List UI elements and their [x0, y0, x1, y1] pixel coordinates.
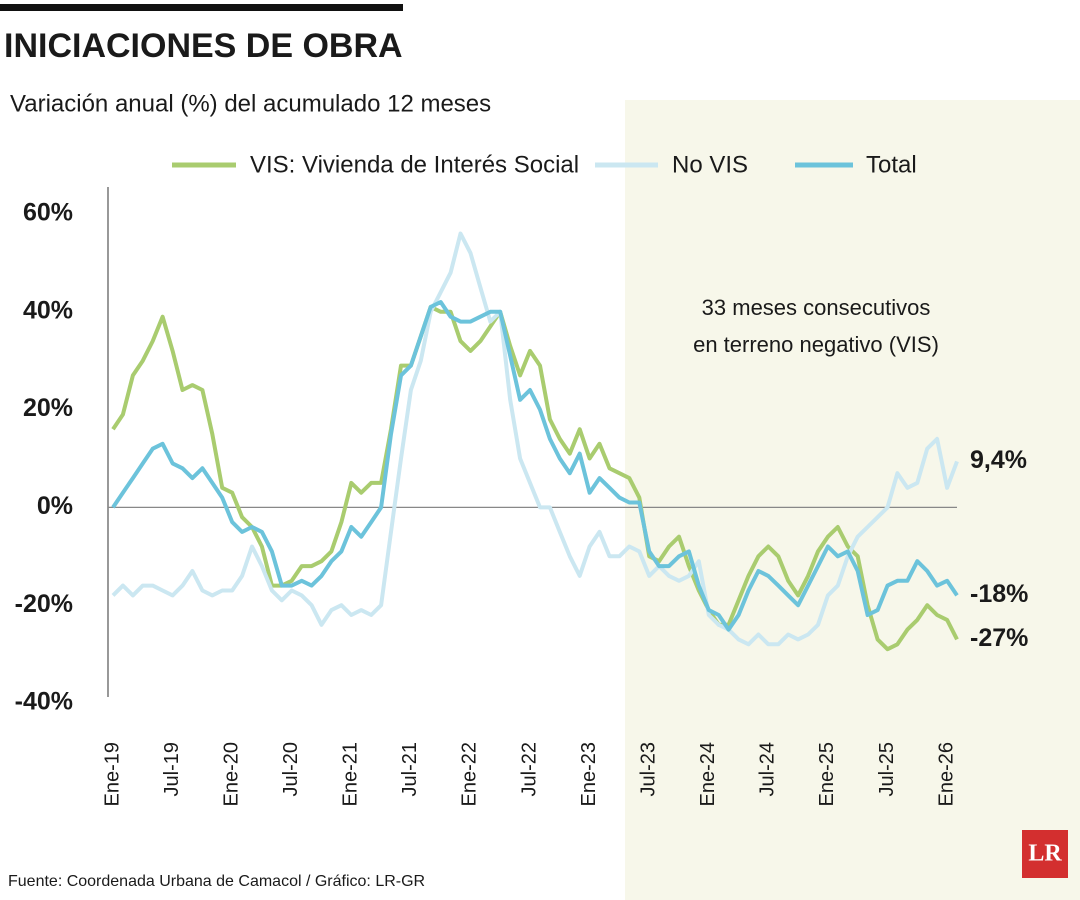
data-label: 9,4% [970, 446, 1027, 474]
x-tick-label: Jul-20 [280, 742, 302, 796]
x-tick-label: Ene-21 [340, 742, 362, 807]
legend-label: No VIS [672, 151, 748, 178]
annotation: en terreno negativo (VIS) [693, 332, 939, 357]
y-tick-label: -20% [15, 590, 73, 618]
data-label: -27% [970, 624, 1028, 652]
x-tick-label: Jul-19 [161, 742, 183, 796]
x-tick-label: Jul-25 [876, 742, 898, 796]
x-tick-label: Ene-26 [935, 742, 957, 807]
series-line [111, 304, 959, 652]
data-label: -18% [970, 580, 1028, 608]
x-tick-label: Jul-23 [637, 742, 659, 796]
y-tick-label: 0% [37, 492, 73, 520]
chart-subtitle: Variación anual (%) del acumulado 12 mes… [10, 90, 491, 117]
annotation: 33 meses consecutivos [702, 295, 931, 320]
x-tick-label: Ene-19 [101, 742, 123, 807]
chart-title: INICIACIONES DE OBRA [4, 27, 403, 65]
top-bar [0, 4, 403, 11]
series-line [111, 300, 959, 632]
x-tick-label: Ene-23 [578, 742, 600, 807]
y-tick-label: 20% [23, 394, 73, 422]
x-tick-label: Jul-21 [399, 742, 421, 796]
legend-label: Total [866, 151, 917, 178]
y-tick-label: -40% [15, 688, 73, 716]
legend-label: VIS: Vivienda de Interés Social [250, 151, 579, 178]
source: Fuente: Coordenada Urbana de Camacol / G… [8, 873, 425, 890]
y-tick-label: 40% [23, 296, 73, 324]
y-tick-label: 60% [23, 199, 73, 227]
highlight-region [625, 100, 1080, 900]
logo-box [1022, 830, 1068, 878]
x-tick-label: Jul-22 [518, 742, 540, 796]
logo: LR [1028, 841, 1062, 867]
x-tick-label: Jul-24 [757, 742, 779, 796]
series-line [111, 231, 959, 647]
x-tick-label: Ene-24 [697, 742, 719, 807]
x-tick-label: Ene-22 [459, 742, 481, 807]
x-tick-label: Ene-20 [220, 742, 242, 807]
x-tick-label: Ene-25 [816, 742, 838, 807]
